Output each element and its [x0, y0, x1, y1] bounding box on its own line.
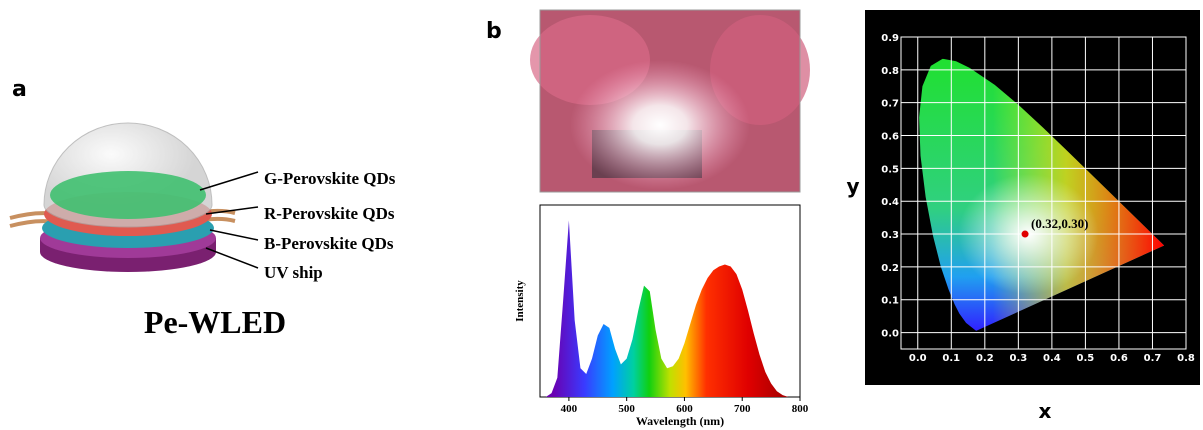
layer-label: UV ship	[264, 263, 323, 282]
x-tick-label: 400	[561, 403, 578, 415]
x-tick-label: 700	[734, 403, 751, 415]
spectrum-area	[540, 220, 800, 397]
layer-label: G-Perovskite QDs	[264, 169, 396, 188]
x-tick-label: 0.3	[1009, 353, 1027, 364]
data-label: (0.32,0.30)	[1031, 216, 1088, 231]
y-tick-label: 0.7	[881, 99, 899, 110]
y-tick-label: 0.2	[881, 263, 899, 274]
schematic-title: Pe-WLED	[144, 304, 286, 340]
x-tick-label: 0.4	[1043, 353, 1061, 364]
layer-label: B-Perovskite QDs	[264, 234, 394, 253]
y-tick-label: 0.6	[881, 132, 899, 143]
panel-label: b	[486, 19, 502, 44]
x-axis-label: Wavelength (nm)	[636, 414, 724, 428]
x-tick-label: 0.8	[1177, 353, 1195, 364]
x-tick-label: 800	[792, 403, 809, 415]
x-tick-label: 0.1	[942, 353, 960, 364]
y-tick-label: 0.8	[881, 66, 899, 77]
photo	[530, 9, 810, 193]
x-tick-label: 600	[676, 403, 693, 415]
y-tick-label: 0.9	[881, 33, 899, 44]
y-axis-label: y	[846, 174, 859, 198]
x-tick-label: 0.0	[909, 353, 927, 364]
x-tick-label: 0.5	[1077, 353, 1095, 364]
y-tick-label: 0.5	[881, 164, 899, 175]
y-axis-label: Intensity	[514, 280, 526, 322]
x-tick-label: 500	[618, 403, 635, 415]
x-tick-label: 0.7	[1144, 353, 1162, 364]
x-tick-label: 0.2	[976, 353, 994, 364]
panel-label: a	[12, 77, 27, 102]
data-point	[1021, 230, 1029, 238]
led-schematic	[9, 122, 259, 272]
x-axis-label: x	[1039, 399, 1052, 423]
y-tick-label: 0.3	[881, 230, 899, 241]
layer-label: R-Perovskite QDs	[264, 204, 395, 223]
y-tick-label: 0.0	[881, 329, 899, 340]
y-tick-label: 0.1	[881, 296, 899, 307]
y-tick-label: 0.4	[881, 197, 899, 208]
x-tick-label: 0.6	[1110, 353, 1128, 364]
